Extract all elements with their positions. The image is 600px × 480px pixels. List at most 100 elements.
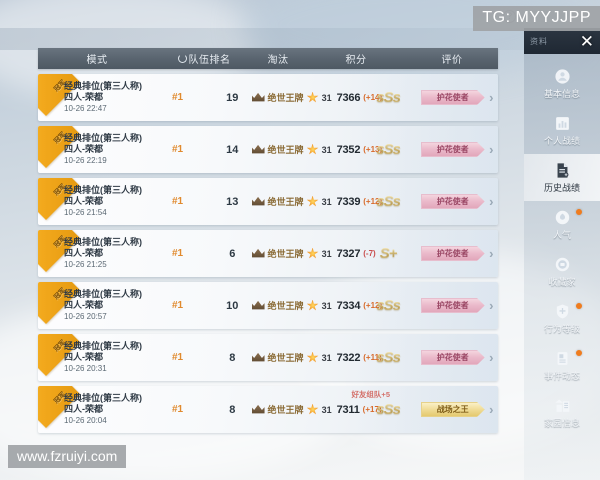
rank-tier-name: 绝世王牌 — [267, 145, 304, 155]
star-icon — [306, 91, 319, 103]
column-header-rating: 评价 — [441, 55, 463, 66]
table-row[interactable]: 冠军 经典排位(第三人称) 四人-荣都 10-26 20:31 #1 8 绝世王牌 31 732… — [38, 334, 498, 381]
sidebar-item-label: 历史战绩 — [543, 182, 580, 193]
star-icon — [306, 351, 319, 363]
cell-badge[interactable]: 护花使者 — [420, 298, 485, 313]
shield-icon — [554, 303, 571, 320]
title-badge[interactable]: 护花使者 — [420, 142, 485, 157]
table-row[interactable]: 冠军 好友组队+5 经典排位(第三人称) 四人-荣都 10-26 20:04 #1 8 绝世王… — [38, 386, 498, 433]
cell-mode: 经典排位(第三人称) 四人-荣都 10-26 22:19 — [38, 133, 142, 167]
column-header-eliminations: 淘汰 — [267, 55, 289, 66]
rank-tier-name: 绝世王牌 — [267, 197, 304, 207]
sidebar-item-label: 个人战绩 — [543, 135, 580, 146]
cell-score: 绝世王牌 31 7322 (+11) — [251, 351, 382, 364]
table-row[interactable]: 冠军 经典排位(第三人称) 四人-荣都 10-26 21:25 #1 6 绝世王牌 31 732… — [38, 230, 498, 277]
telegram-watermark: TG: MYYJJPP — [473, 6, 600, 31]
rank-tier-icon — [251, 248, 265, 258]
cell-mode: 经典排位(第三人称) 四人-荣都 10-26 22:47 — [38, 81, 142, 115]
cell-eliminations: 13 — [226, 195, 239, 208]
star-count: 31 — [321, 404, 332, 415]
match-time: 10-26 21:25 — [64, 260, 107, 270]
cell-score: 绝世王牌 31 7366 (+14) — [251, 91, 382, 104]
star-count: 31 — [321, 300, 332, 311]
website-watermark: www.fzruiyi.com — [8, 445, 127, 468]
rating-grade: sSs — [376, 296, 401, 314]
chevron-right-icon[interactable]: › — [489, 90, 494, 105]
sidebar-item-shield[interactable]: 行为等级 — [524, 295, 600, 342]
chevron-right-icon[interactable]: › — [489, 350, 494, 365]
star-count: 31 — [321, 92, 332, 103]
mode-squad: 四人-荣都 — [64, 196, 103, 206]
person-icon — [554, 68, 571, 85]
table-row[interactable]: 冠军 经典排位(第三人称) 四人-荣都 10-26 21:54 #1 13 绝世王牌 31 73… — [38, 178, 498, 225]
rank-tier-name: 绝世王牌 — [267, 301, 304, 311]
cell-rating: sSs — [356, 401, 421, 419]
sidebar-item-document[interactable]: 历史战绩 — [524, 154, 600, 201]
table-row[interactable]: 冠军 经典排位(第三人称) 四人-荣都 10-26 22:47 #1 19 绝世王牌 31 73… — [38, 74, 498, 121]
sidebar-item-collector[interactable]: 收藏家 — [524, 248, 600, 295]
chevron-right-icon[interactable]: › — [489, 298, 494, 313]
rank-tier-icon — [251, 404, 265, 414]
match-time: 10-26 22:47 — [64, 104, 107, 114]
rating-grade: sSs — [376, 348, 401, 366]
score-delta: (+14) — [363, 93, 383, 102]
title-badge[interactable]: 护花使者 — [420, 246, 485, 261]
star-icon — [306, 195, 319, 207]
cell-eliminations: 8 — [229, 403, 236, 416]
cell-rating: S+ — [356, 245, 421, 263]
cell-score: 绝世王牌 31 7311 (+17) — [251, 403, 382, 416]
title-badge[interactable]: 护花使者 — [420, 298, 485, 313]
rating-grade: sSs — [376, 140, 401, 158]
sidebar-item-person[interactable]: 基本信息 — [524, 60, 600, 107]
title-badge[interactable]: 护花使者 — [420, 90, 485, 105]
table-row[interactable]: 冠军 经典排位(第三人称) 四人-荣都 10-26 20:57 #1 10 绝世王牌 31 73… — [38, 282, 498, 329]
cell-badge[interactable]: 护花使者 — [420, 246, 485, 261]
chevron-right-icon[interactable]: › — [489, 194, 494, 209]
score-delta: (+11) — [363, 353, 382, 362]
cell-badge[interactable]: 护花使者 — [420, 350, 485, 365]
cell-team-rank: #1 — [171, 144, 184, 155]
title-badge[interactable]: 护花使者 — [420, 194, 485, 209]
column-header-team-rank-label: 队伍排名 — [188, 55, 231, 66]
score-delta: (+12) — [363, 301, 383, 310]
sidebar-item-news[interactable]: 事件动态 — [524, 342, 600, 389]
cell-badge[interactable]: 护花使者 — [420, 90, 485, 105]
mode-name: 经典排位(第三人称) — [64, 132, 142, 143]
column-header-team-rank[interactable]: 队伍排名 — [156, 51, 252, 66]
chevron-right-icon[interactable]: › — [489, 246, 494, 261]
mode-squad: 四人-荣都 — [64, 248, 103, 258]
cell-badge[interactable]: 战场之王 — [420, 402, 485, 417]
cell-team-rank: #1 — [171, 300, 184, 311]
rank-tier-icon — [251, 300, 265, 310]
sidebar-item-label: 家园信息 — [543, 417, 580, 428]
home-icon — [554, 397, 571, 414]
cell-rating: sSs — [356, 297, 421, 315]
cell-eliminations: 19 — [226, 91, 239, 104]
mode-squad: 四人-荣都 — [64, 92, 103, 102]
refresh-icon[interactable] — [177, 54, 187, 63]
mode-squad: 四人-荣都 — [64, 404, 103, 414]
title-badge[interactable]: 战场之王 — [420, 402, 485, 417]
rank-tier-icon — [251, 196, 265, 206]
chevron-right-icon[interactable]: › — [489, 142, 494, 157]
cell-rating: sSs — [356, 193, 421, 211]
title-badge[interactable]: 护花使者 — [420, 350, 485, 365]
cell-rating: sSs — [356, 349, 421, 367]
cell-badge[interactable]: 护花使者 — [420, 142, 485, 157]
sidebar-item-label: 事件动态 — [543, 370, 580, 381]
cell-mode: 经典排位(第三人称) 四人-荣都 10-26 21:25 — [38, 237, 142, 271]
cell-mode: 经典排位(第三人称) 四人-荣都 10-26 20:31 — [38, 341, 142, 375]
cell-badge[interactable]: 护花使者 — [420, 194, 485, 209]
sidebar-item-bar-chart[interactable]: 个人战绩 — [524, 107, 600, 154]
sidebar-item-label: 收藏家 — [548, 276, 576, 287]
table-row[interactable]: 冠军 经典排位(第三人称) 四人-荣都 10-26 22:19 #1 14 绝世王牌 31 73… — [38, 126, 498, 173]
star-count: 31 — [321, 196, 332, 207]
close-icon[interactable]: ✕ — [579, 31, 594, 51]
star-icon — [306, 143, 319, 155]
cell-mode: 经典排位(第三人称) 四人-荣都 10-26 21:54 — [38, 185, 142, 219]
cell-eliminations: 10 — [226, 299, 239, 312]
sidebar-item-home[interactable]: 家园信息 — [524, 389, 600, 436]
chevron-right-icon[interactable]: › — [489, 402, 494, 417]
mode-name: 经典排位(第三人称) — [64, 392, 142, 403]
sidebar-item-popularity[interactable]: 人气 — [524, 201, 600, 248]
